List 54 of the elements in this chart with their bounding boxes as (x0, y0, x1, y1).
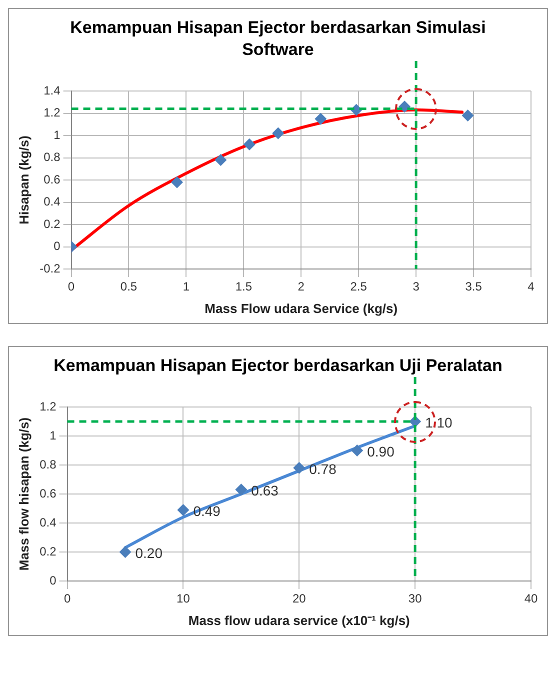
x-tick-label: 1 (182, 280, 190, 294)
point (272, 127, 284, 140)
x-tick-label: 3.5 (465, 280, 482, 294)
y-axis-title: Mass flow hisapan (kg/s) (16, 417, 32, 571)
y-tick-label: 0.2 (40, 544, 57, 558)
data-label: 0.63 (251, 482, 279, 499)
data-label: 0.49 (193, 502, 221, 519)
chart-title: Kemampuan Hisapan Ejector berdasarkan Uji Peralatan (52, 355, 504, 377)
x-tick-label: 3 (412, 280, 420, 294)
point (235, 484, 248, 496)
point (171, 176, 184, 188)
x-tick-label: 10 (176, 592, 190, 606)
y-tick-label: 0.6 (40, 486, 57, 500)
point (351, 444, 364, 456)
x-tick-label: 0.5 (120, 280, 138, 294)
x-tick-label: 4 (528, 280, 535, 294)
chart-title: Kemampuan Hisapan Ejector berdasarkan Simulasi Software (69, 17, 487, 61)
x-tick-label: 30 (408, 592, 422, 606)
y-tick-label: 0.2 (44, 216, 61, 231)
x-tick-label: 40 (524, 592, 538, 606)
x-tick-label: 0 (68, 280, 75, 294)
point (462, 109, 474, 122)
data-label: 0.78 (309, 460, 337, 477)
x-axis-title: Mass flow udara service (x10⁻¹ kg/s) (188, 612, 410, 628)
x-tick-label: 2 (298, 280, 305, 294)
point (214, 154, 227, 166)
x-tick-label: 2.5 (350, 280, 368, 294)
x-tick-label: 20 (292, 592, 306, 606)
y-tick-label: 1.4 (44, 83, 61, 98)
point (314, 112, 327, 125)
y-tick-label: 0 (50, 573, 57, 588)
x-axis-title: Mass Flow udara Service (kg/s) (204, 300, 398, 316)
y-tick-label: 0.4 (40, 515, 57, 530)
point (177, 504, 190, 516)
point (293, 462, 306, 474)
y-tick-label: 1 (50, 428, 57, 442)
point (398, 100, 411, 113)
y-tick-label: -0.2 (40, 261, 61, 276)
x-tick-label: 0 (64, 592, 71, 606)
y-tick-label: 0.8 (44, 150, 61, 164)
data-label: 0.90 (367, 443, 395, 460)
y-tick-label: 1.2 (44, 106, 61, 120)
y-tick-label: 0.4 (44, 194, 61, 209)
y-tick-label: 0.8 (40, 457, 57, 472)
y-axis-title: Hisapan (kg/s) (16, 136, 32, 224)
y-tick-label: 0 (54, 239, 61, 254)
point (243, 138, 256, 150)
data-label: 0.20 (135, 544, 163, 561)
y-tick-label: 1.2 (40, 399, 57, 414)
point (119, 546, 132, 558)
y-tick-label: 1 (54, 128, 61, 142)
y-tick-label: 0.6 (44, 172, 61, 186)
x-tick-label: 1.5 (235, 280, 252, 294)
data-label: 1.10 (425, 414, 453, 430)
